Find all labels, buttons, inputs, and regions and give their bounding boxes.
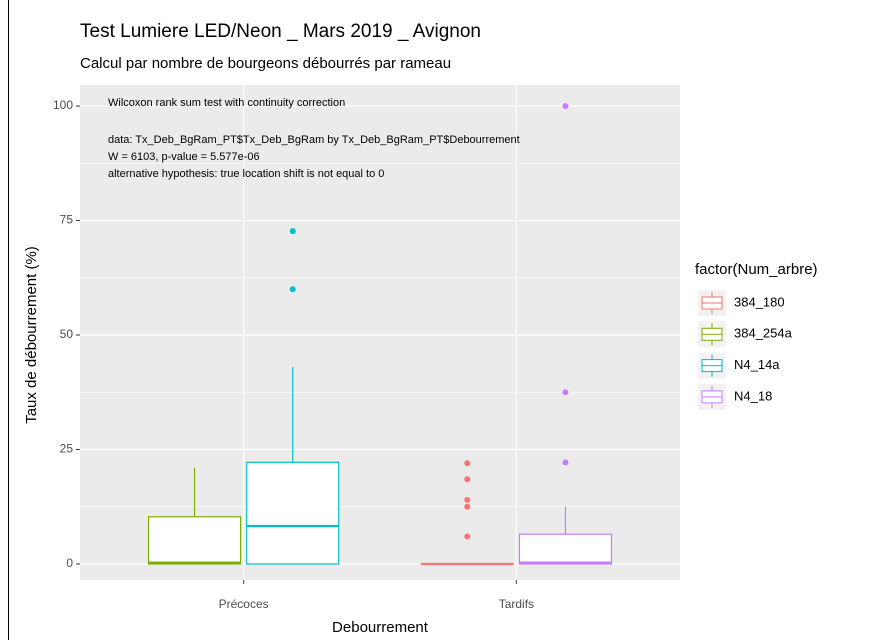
outlier [289,228,296,235]
box [518,533,613,565]
x-tick-label: Précoces [219,597,269,611]
outlier [464,460,471,467]
y-tick-label: 25 [60,442,74,456]
outlier [562,389,569,396]
annotation-line: Wilcoxon rank sum test with continuity c… [108,97,345,109]
y-tick-label: 75 [60,213,74,227]
outlier [562,459,569,466]
chart-title: Test Lumiere LED/Neon _ Mars 2019 _ Avig… [80,21,481,42]
annotation-line: alternative hypothesis: true location sh… [108,168,384,180]
legend-label: N4_18 [734,388,772,403]
outlier [464,496,471,503]
box [147,516,242,565]
y-tick-label: 100 [53,98,73,112]
outlier [464,476,471,483]
x-axis-title: Debourrement [332,619,429,636]
outlier [562,103,569,110]
x-tick-label: Tardifs [499,597,534,611]
legend-label: 384_254a [734,326,793,341]
outlier [464,503,471,510]
annotation-line: data: Tx_Deb_BgRam_PT$Tx_Deb_BgRam by Tx… [108,134,520,146]
outlier [289,286,296,293]
legend-label: 384_180 [734,294,785,309]
y-tick-label: 50 [60,327,74,341]
plot-panel [80,85,680,580]
annotation-line: W = 6103, p-value = 5.577e-06 [108,151,260,163]
legend-label: N4_14a [734,357,780,372]
y-tick-label: 0 [66,556,73,570]
chart-subtitle: Calcul par nombre de bourgeons débourrés… [80,55,451,72]
box [246,461,340,565]
legend-title: factor(Num_arbre) [695,261,818,278]
y-axis-title: Taux de débourrement (%) [23,246,40,424]
outlier [464,533,471,540]
